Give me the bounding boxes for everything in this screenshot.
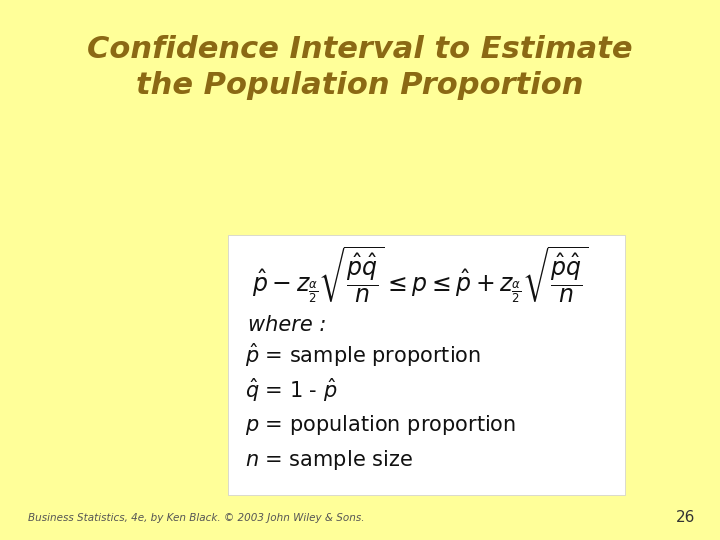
Text: $n$ = sample size: $n$ = sample size bbox=[245, 448, 413, 472]
Text: $p$ = population proportion: $p$ = population proportion bbox=[245, 413, 516, 437]
Text: Confidence Interval to Estimate: Confidence Interval to Estimate bbox=[87, 36, 633, 64]
Text: Business Statistics, 4e, by Ken Black. © 2003 John Wiley & Sons.: Business Statistics, 4e, by Ken Black. ©… bbox=[28, 513, 364, 523]
Text: 26: 26 bbox=[675, 510, 695, 525]
Text: the Population Proportion: the Population Proportion bbox=[136, 71, 584, 99]
FancyBboxPatch shape bbox=[228, 235, 625, 495]
Text: where :: where : bbox=[248, 315, 326, 335]
Text: $\hat{p}$ = sample proportion: $\hat{p}$ = sample proportion bbox=[245, 341, 481, 369]
Text: $\hat{p} - z_{\frac{\alpha}{2}}\sqrt{\dfrac{\hat{p}\hat{q}}{n}} \leq p \leq \hat: $\hat{p} - z_{\frac{\alpha}{2}}\sqrt{\df… bbox=[252, 245, 588, 305]
Text: $\hat{q}$ = 1 - $\hat{p}$: $\hat{q}$ = 1 - $\hat{p}$ bbox=[245, 376, 338, 404]
